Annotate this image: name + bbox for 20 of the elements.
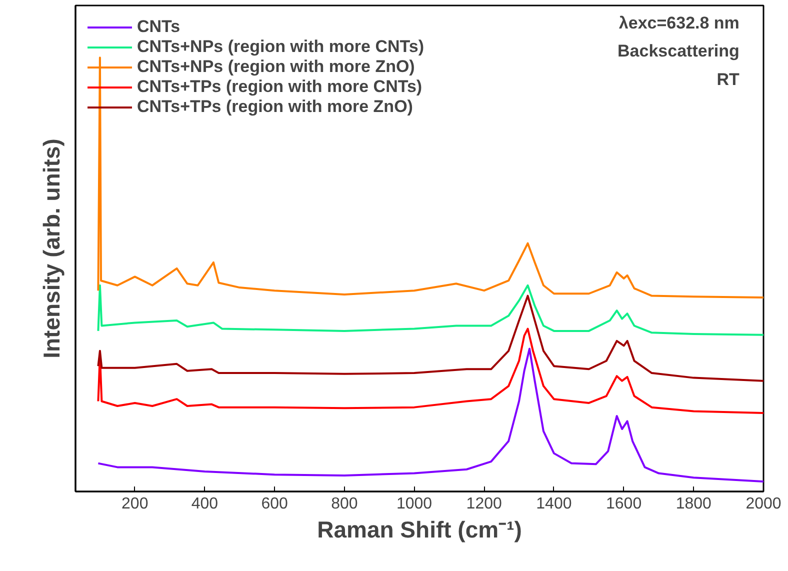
legend-label: CNTs+NPs (region with more CNTs): [137, 37, 424, 57]
x-tick-label: 1000: [396, 496, 432, 512]
x-tick-label: 1800: [676, 496, 712, 512]
x-axis-title: Raman Shift (cm⁻¹): [317, 516, 522, 542]
annotation: RT: [716, 70, 740, 89]
x-tick-label: 2000: [746, 496, 782, 512]
legend-label: CNTs+NPs (region with more ZnO): [137, 57, 415, 77]
x-tick-label: 1600: [606, 496, 642, 512]
x-tick-label: 200: [122, 496, 148, 512]
legend-label: CNTs+TPs (region with more ZnO): [137, 97, 413, 117]
annotation: Backscattering: [618, 42, 740, 61]
text: λexc=632.8 nm: [618, 13, 740, 32]
x-tick-label: 600: [261, 496, 288, 512]
x-tick-label: 1200: [466, 496, 502, 512]
x-tick-label: 1400: [536, 496, 572, 512]
x-tick-label: 400: [191, 496, 218, 512]
y-axis-title: Intensity (arb. units): [38, 138, 64, 358]
legend-label: CNTs: [137, 17, 180, 37]
x-tick-label: 800: [331, 496, 358, 512]
legend-label: CNTs+TPs (region with more CNTs): [137, 77, 422, 97]
